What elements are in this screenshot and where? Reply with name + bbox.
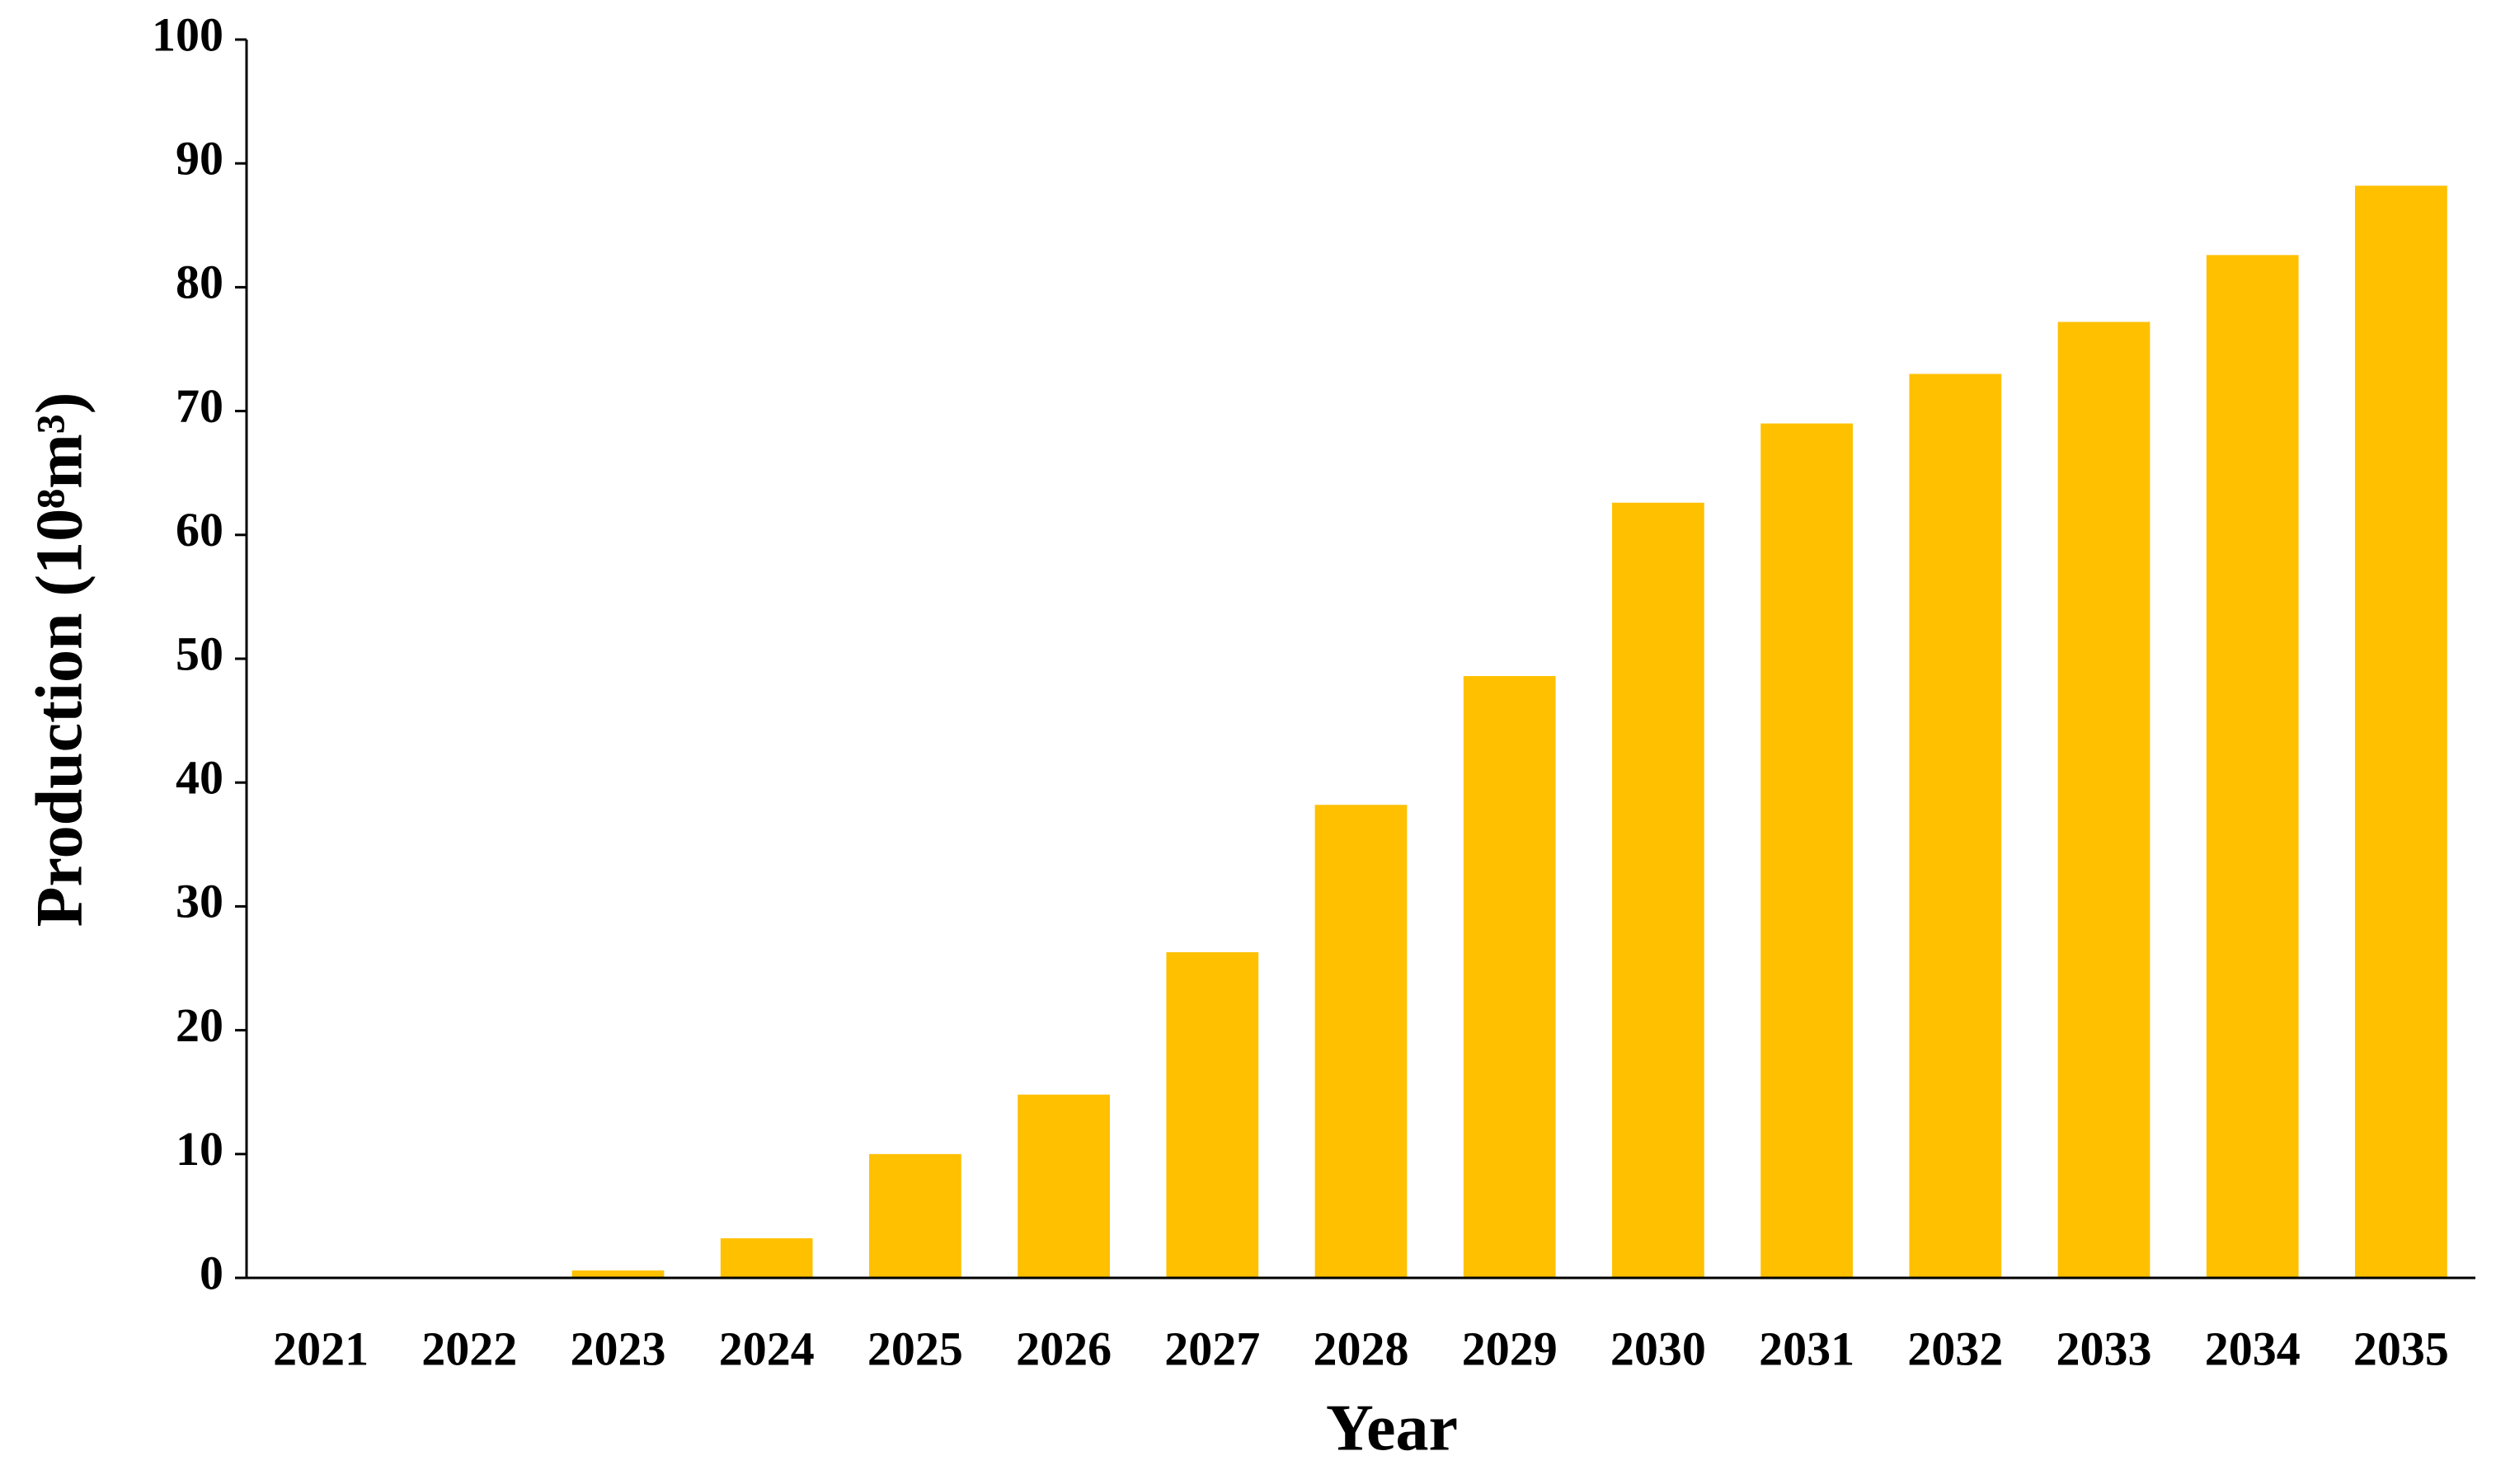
bar	[2057, 322, 2151, 1278]
y-tick-label: 50	[176, 627, 223, 680]
y-tick-label: 20	[176, 998, 223, 1052]
bar	[1909, 373, 2002, 1278]
x-tick-label: 2024	[719, 1322, 815, 1375]
x-tick-label: 2027	[1164, 1322, 1260, 1375]
y-tick-label: 10	[176, 1122, 223, 1176]
bar	[2355, 186, 2447, 1279]
y-tick-label: 40	[176, 751, 223, 805]
y-tick-label: 100	[152, 7, 223, 61]
y-tick-label: 60	[176, 503, 223, 556]
x-tick-label: 2032	[1907, 1322, 2003, 1375]
y-tick-label: 70	[176, 379, 223, 433]
x-tick-label: 2035	[2353, 1322, 2449, 1375]
bar	[1314, 805, 1408, 1278]
x-tick-label: 2022	[421, 1322, 517, 1375]
y-axis-title: Production (10⁸m³)	[23, 392, 96, 928]
bar	[1463, 676, 1556, 1278]
y-tick-label: 80	[176, 256, 223, 309]
x-tick-label: 2030	[1610, 1322, 1706, 1375]
x-tick-label: 2028	[1314, 1322, 1409, 1375]
bar	[1018, 1094, 1110, 1278]
bar	[571, 1270, 665, 1278]
x-tick-label: 2023	[571, 1322, 666, 1375]
bar	[1612, 502, 1704, 1278]
bar	[2206, 255, 2299, 1278]
x-tick-label: 2034	[2205, 1322, 2301, 1375]
x-axis-title: Year	[1326, 1392, 1458, 1464]
y-tick-label: 30	[176, 875, 223, 928]
x-tick-label: 2026	[1016, 1322, 1112, 1375]
x-tick-label: 2025	[867, 1322, 963, 1375]
bar	[869, 1153, 961, 1278]
x-tick-label: 2031	[1759, 1322, 1854, 1375]
y-tick-label: 90	[176, 132, 223, 186]
x-tick-label: 2021	[273, 1322, 369, 1375]
bar	[1166, 951, 1259, 1278]
bar	[720, 1237, 813, 1278]
bar	[1760, 423, 1853, 1278]
x-tick-label: 2033	[2056, 1322, 2152, 1375]
y-tick-label: 0	[200, 1246, 223, 1299]
x-tick-label: 2029	[1462, 1322, 1558, 1375]
